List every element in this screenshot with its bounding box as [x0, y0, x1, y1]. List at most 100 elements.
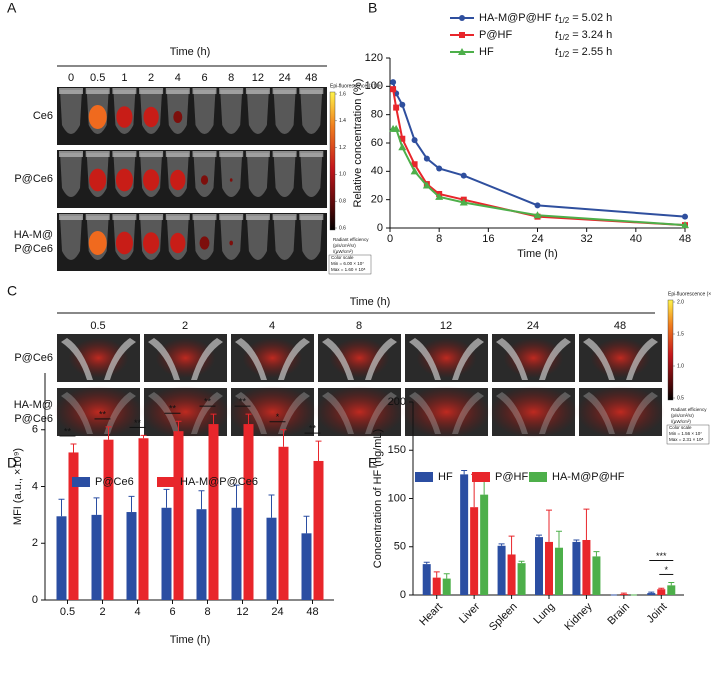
error-bar: [93, 497, 100, 515]
x-tick-label: Joint: [645, 601, 670, 626]
tube-cap: [219, 214, 244, 220]
marker: [682, 213, 688, 220]
tube: [246, 216, 269, 260]
bar: [545, 541, 553, 595]
column-label: 8: [356, 320, 362, 332]
y-tick-label: 100: [388, 492, 406, 504]
x-tick-label: Spleen: [487, 601, 520, 634]
colorbar-title: Epi-fluorescence (×10⁸): [330, 83, 383, 89]
bar: [422, 564, 431, 595]
tube-cap: [112, 214, 137, 220]
colorbar-unit: Radiant efficiency: [671, 407, 707, 412]
bar: [196, 509, 207, 600]
tube-cap: [245, 88, 270, 94]
error-bar: [668, 581, 675, 586]
bone: [148, 392, 180, 434]
error-bar: [546, 509, 552, 542]
marker: [423, 155, 430, 162]
bar: [208, 424, 219, 600]
error-bar: [556, 530, 562, 548]
legend-label: P@HF: [495, 471, 528, 483]
y-axis-label: Relative concentration (%): [352, 78, 364, 207]
fluorescence: [402, 386, 491, 438]
significance-label: **: [64, 426, 72, 436]
marker: [533, 211, 542, 219]
fluorescence: [170, 169, 186, 191]
bar: [470, 507, 479, 595]
tube: [300, 216, 323, 260]
bar: [266, 517, 277, 600]
tube-cap: [112, 151, 137, 157]
error-bar: [280, 429, 287, 447]
x-tick-label: 4: [134, 606, 140, 618]
half-life: t1/2 = 3.24 h: [555, 29, 612, 42]
bone: [191, 338, 223, 380]
tube-cap: [192, 88, 217, 94]
row-label: HA-M@: [14, 229, 53, 241]
colorbar-tick-label: 1.2: [339, 145, 346, 151]
column-label: 6: [201, 72, 207, 84]
marker: [390, 79, 397, 86]
tube: [220, 90, 243, 134]
x-tick-label: Kidney: [562, 600, 595, 633]
column-label: 12: [252, 72, 264, 84]
half-life-symbol: t: [555, 46, 559, 58]
legend-label: HF: [479, 46, 494, 58]
legend-swatch: [529, 472, 547, 482]
row-label: P@Ce6: [14, 243, 53, 255]
column-label: 48: [305, 72, 317, 84]
fluorescence: [170, 232, 186, 254]
panel-title: Time (h): [350, 296, 391, 308]
error-bar: [658, 587, 665, 590]
bone: [61, 338, 93, 380]
tube: [246, 90, 269, 134]
bar: [138, 438, 149, 600]
fluorescence: [143, 169, 160, 191]
tube-cap: [219, 151, 244, 157]
colorbar-title: Epi-fluorescence (×10⁸): [668, 291, 711, 297]
legend-label: P@HF: [479, 29, 512, 41]
y-axis-label: Concentration of HF (ng/mL): [372, 429, 384, 568]
column-label: 12: [440, 320, 452, 332]
x-tick-label: 48: [306, 606, 318, 618]
tube: [60, 216, 82, 260]
marker: [392, 124, 401, 132]
error-bar: [518, 560, 525, 564]
y-tick-label: 100: [365, 80, 383, 92]
error-bar: [433, 571, 440, 578]
tube-cap: [59, 88, 83, 94]
row-label: P@Ce6: [14, 173, 53, 185]
tube: [300, 90, 323, 134]
bone: [104, 392, 136, 434]
error-bar: [461, 470, 468, 475]
bone: [496, 338, 528, 380]
bar: [592, 556, 601, 595]
colorbar-tick-label: 0.8: [339, 199, 346, 205]
tube: [273, 90, 296, 134]
column-label: 24: [278, 72, 290, 84]
bar: [278, 446, 289, 600]
half-life-symbol: t: [555, 29, 559, 41]
significance-label: **: [239, 397, 247, 407]
fluorescence: [315, 386, 404, 438]
tube-cap: [59, 151, 83, 157]
fluorescence: [88, 105, 107, 129]
colorbar-unit: /(µW/cm²): [671, 419, 691, 424]
bone: [235, 338, 267, 380]
bar: [497, 545, 506, 595]
x-tick-label: Lung: [531, 601, 557, 627]
bar: [442, 578, 451, 595]
legend-swatch: [415, 472, 433, 482]
bone: [365, 392, 397, 434]
fluorescence: [54, 386, 143, 438]
bone: [191, 392, 223, 434]
bar: [301, 533, 312, 600]
legend-swatch: [72, 477, 90, 487]
bone: [235, 392, 267, 434]
x-axis-label: Time (h): [517, 248, 558, 260]
half-life-subscript: 1/2: [558, 16, 570, 25]
colorbar-unit: (p/s/cm²/sr): [333, 243, 356, 248]
column-label: 2: [182, 320, 188, 332]
tube-cap: [299, 88, 324, 94]
x-tick-label: Liver: [457, 600, 483, 626]
